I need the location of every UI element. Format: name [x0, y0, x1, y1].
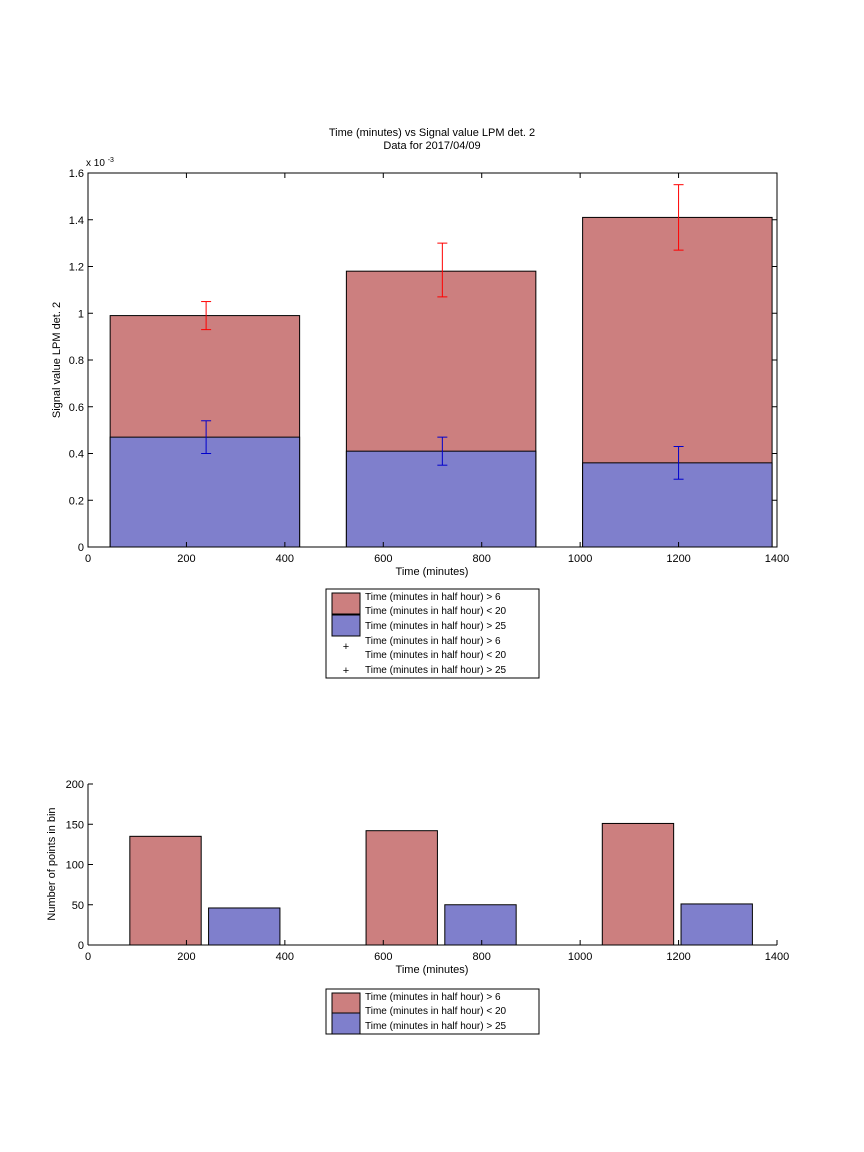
bottom-bar-4 [601, 822, 675, 946]
bottom-y-tick-label: 200 [66, 779, 84, 791]
top-legend-text: Time (minutes in half hour) > 6 [365, 636, 501, 647]
top-legend-swatch-blue [331, 614, 361, 637]
top-bar-series1-bin0 [109, 436, 301, 548]
top-legend-marker-blue: + [343, 665, 349, 677]
top-legend-text: Time (minutes in half hour) > 25 [365, 621, 507, 632]
top-bar-series1-bin2 [582, 462, 773, 548]
bottom-chart-bars [129, 822, 753, 946]
bottom-bar-3 [444, 904, 517, 946]
top-x-tick-label: 1400 [765, 553, 789, 565]
top-y-tick-label: 1.4 [69, 215, 84, 227]
bottom-chart-x-label: Time (minutes) [396, 964, 469, 976]
bottom-x-tick-label: 400 [276, 951, 294, 963]
top-chart-title-line2: Data for 2017/04/09 [383, 140, 480, 152]
top-legend-text: Time (minutes in half hour) > 6 [365, 592, 501, 603]
top-chart-y-ticks: 0 0.2 0.4 0.6 0.8 1 1.2 1.4 1.6 [69, 168, 777, 554]
bottom-bar-0 [129, 835, 202, 946]
top-x-tick-label: 200 [177, 553, 195, 565]
top-y-tick-label: 0.4 [69, 449, 84, 461]
top-x-tick-label: 800 [473, 553, 491, 565]
top-legend-swatch-red [331, 592, 361, 615]
top-y-tick-label: 0.2 [69, 495, 84, 507]
bottom-x-tick-label: 800 [473, 951, 491, 963]
top-chart-legend: Time (minutes in half hour) > 6 Time (mi… [325, 588, 540, 679]
bottom-y-tick-label: 50 [72, 900, 84, 912]
top-legend-text: Time (minutes in half hour) < 20 [365, 606, 507, 617]
bottom-legend-text: Time (minutes in half hour) > 25 [365, 1021, 507, 1032]
top-legend-marker-red: + [343, 641, 349, 653]
bottom-bar-2 [365, 830, 438, 946]
top-chart: Time (minutes) vs Signal value LPM det. … [51, 127, 789, 679]
top-x-tick-label: 1200 [666, 553, 690, 565]
bottom-chart: 0 200 400 600 800 1000 1200 1400 0 50 100 150 200 T… [46, 779, 789, 1035]
top-chart-title-line1: Time (minutes) vs Signal value LPM det. … [329, 127, 535, 139]
top-y-tick-label: 0.6 [69, 402, 84, 414]
bottom-chart-legend: Time (minutes in half hour) > 6 Time (mi… [325, 988, 540, 1035]
top-chart-error-bars [201, 184, 684, 480]
bottom-legend-swatch-blue [331, 1012, 361, 1035]
exponent-power: -3 [108, 157, 114, 164]
bottom-x-tick-label: 1000 [568, 951, 592, 963]
top-x-tick-label: 600 [374, 553, 392, 565]
bottom-x-tick-label: 1400 [765, 951, 789, 963]
top-chart-exponent: x 10 -3 [86, 157, 114, 169]
bottom-x-tick-label: 200 [177, 951, 195, 963]
exponent-base: x 10 [86, 158, 105, 169]
bottom-y-tick-label: 150 [66, 819, 84, 831]
top-chart-x-ticks: 0 200 400 600 800 1000 1200 1400 [85, 173, 789, 565]
bottom-y-tick-label: 100 [66, 860, 84, 872]
bottom-y-tick-label: 0 [78, 940, 84, 952]
bottom-x-tick-label: 1200 [666, 951, 690, 963]
bottom-x-tick-label: 0 [85, 951, 91, 963]
bottom-bar-5 [680, 903, 753, 946]
bottom-legend-swatch-red [331, 992, 361, 1015]
bottom-chart-y-ticks: 0 50 100 150 200 [66, 779, 93, 952]
top-chart-y-label: Signal value LPM det. 2 [51, 302, 63, 418]
top-legend-text: Time (minutes in half hour) > 25 [365, 665, 507, 676]
top-y-tick-label: 1.2 [69, 262, 84, 274]
top-chart-x-label: Time (minutes) [396, 566, 469, 578]
top-legend-box [325, 588, 540, 679]
top-y-tick-label: 0.8 [69, 355, 84, 367]
bottom-legend-box [325, 988, 540, 1035]
bottom-x-tick-label: 600 [374, 951, 392, 963]
bottom-chart-y-label: Number of points in bin [46, 807, 58, 920]
top-x-tick-label: 400 [276, 553, 294, 565]
top-y-tick-label: 1 [78, 308, 84, 320]
bottom-chart-x-ticks: 0 200 400 600 800 1000 1200 1400 [85, 940, 789, 963]
bottom-legend-text: Time (minutes in half hour) > 6 [365, 992, 501, 1003]
top-x-tick-label: 0 [85, 553, 91, 565]
top-y-tick-label: 1.6 [69, 168, 84, 180]
top-bar-series1-bin1 [345, 450, 537, 548]
bottom-legend-text: Time (minutes in half hour) < 20 [365, 1006, 507, 1017]
top-chart-bars [109, 216, 773, 548]
bottom-bar-1 [208, 907, 281, 946]
top-y-tick-label: 0 [78, 542, 84, 554]
top-x-tick-label: 1000 [568, 553, 592, 565]
top-legend-text: Time (minutes in half hour) < 20 [365, 650, 507, 661]
